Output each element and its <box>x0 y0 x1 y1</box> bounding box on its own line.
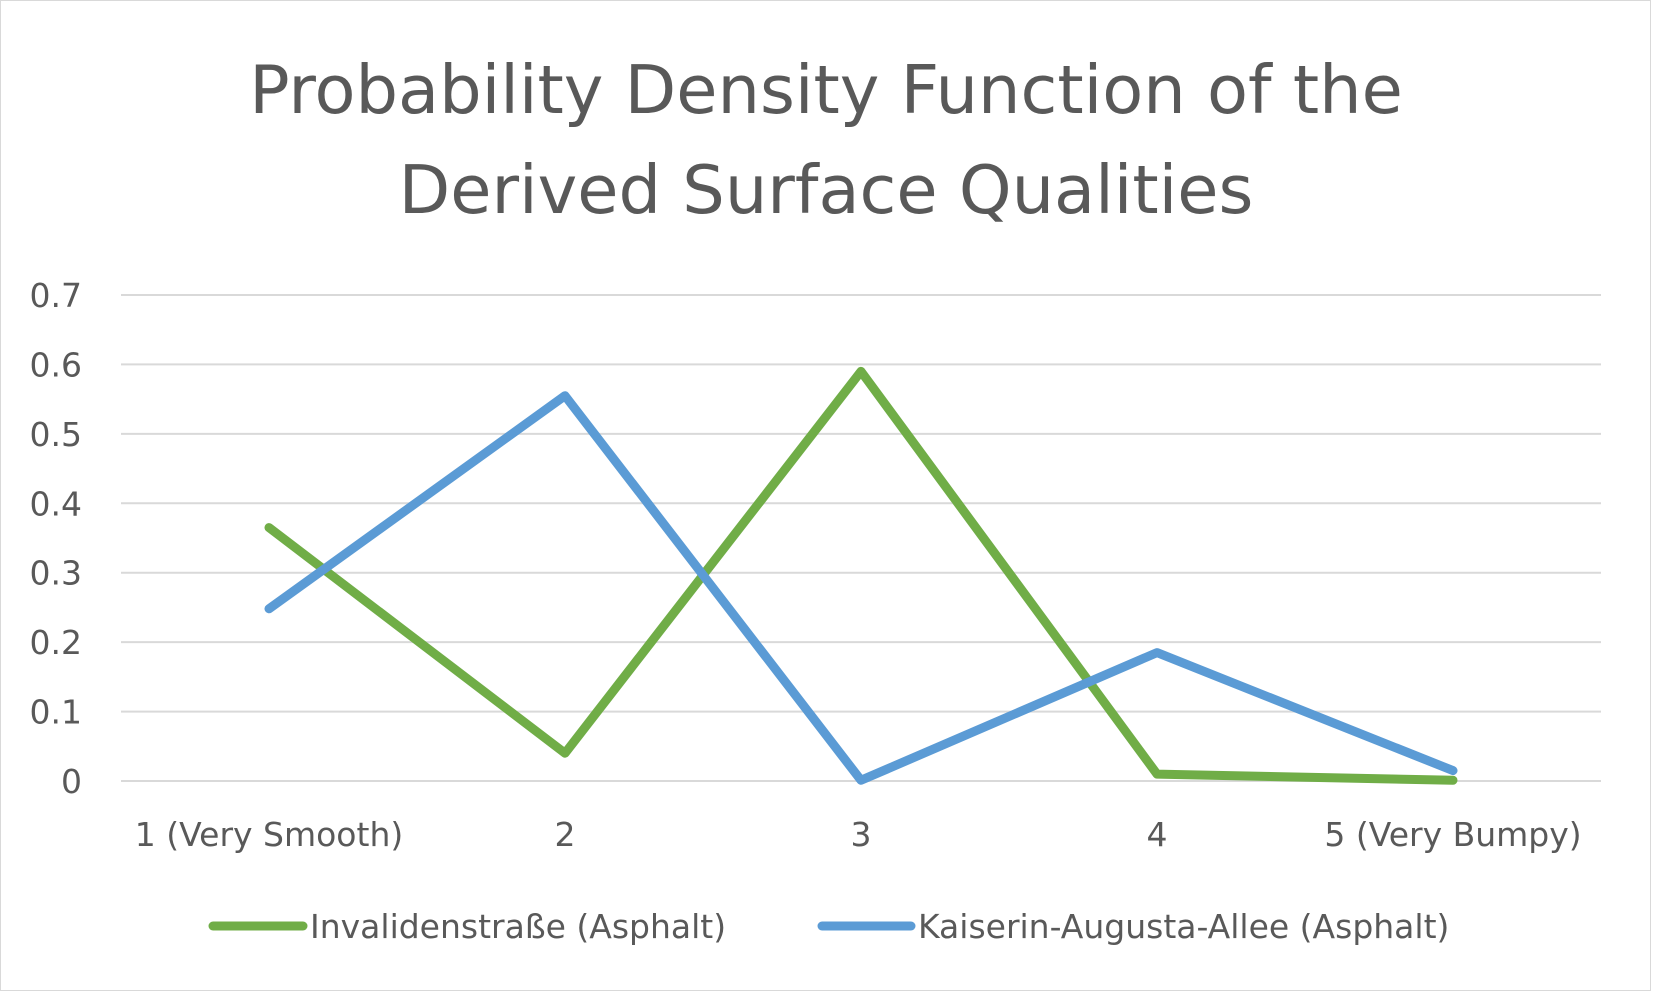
x-tick-label: 1 (Very Smooth) <box>135 815 403 854</box>
y-tick-label: 0.6 <box>30 345 82 384</box>
y-tick-label: 0.2 <box>30 623 82 662</box>
y-tick-label: 0.4 <box>30 484 82 523</box>
x-tick-label: 5 (Very Bumpy) <box>1324 815 1581 854</box>
legend-label-2: Kaiserin-Augusta-Allee (Asphalt) <box>918 907 1449 946</box>
x-axis-tick-labels: 1 (Very Smooth) 2 3 4 5 (Very Bumpy) <box>135 815 1582 854</box>
y-tick-label: 0.1 <box>30 693 82 732</box>
legend: Invalidenstraße (Asphalt) Kaiserin-August… <box>208 907 1449 946</box>
chart-title-line-2: Derived Surface Qualities <box>399 151 1254 229</box>
x-tick-label: 4 <box>1147 815 1168 854</box>
y-tick-label: 0.5 <box>30 415 82 454</box>
x-tick-label: 3 <box>851 815 872 854</box>
chart-title: Probability Density Function of the Deri… <box>249 51 1403 229</box>
legend-label-1: Invalidenstraße (Asphalt) <box>310 907 726 946</box>
series-line-1 <box>264 366 1458 785</box>
series-line-2 <box>264 391 1458 785</box>
y-tick-label: 0 <box>61 762 82 801</box>
x-tick-label: 2 <box>555 815 576 854</box>
y-tick-label: 0.3 <box>30 554 82 593</box>
y-axis-tick-labels: 0 0.1 0.2 0.3 0.4 0.5 0.6 0.7 <box>30 276 82 801</box>
series-lines <box>264 366 1458 785</box>
chart-title-line-1: Probability Density Function of the <box>249 51 1403 129</box>
y-tick-label: 0.7 <box>30 276 82 315</box>
